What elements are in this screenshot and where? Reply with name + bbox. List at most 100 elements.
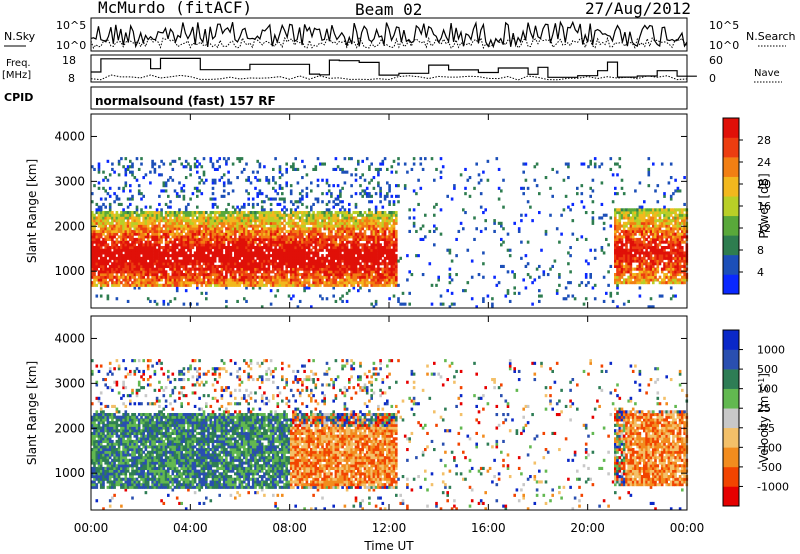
power-echo-cell bbox=[205, 275, 208, 279]
power-echo-cell bbox=[627, 259, 630, 263]
power-echo-cell bbox=[258, 259, 262, 263]
power-echo-cell bbox=[493, 229, 496, 233]
power-echo-cell bbox=[307, 264, 311, 268]
power-echo-cell bbox=[151, 267, 154, 271]
power-echo-cell bbox=[220, 224, 224, 228]
power-echo-cell bbox=[283, 243, 286, 247]
power-echo-cell bbox=[227, 264, 230, 268]
power-echo-cell bbox=[269, 275, 273, 279]
power-echo-cell bbox=[222, 281, 226, 285]
power-echo-cell bbox=[390, 254, 394, 258]
power-echo-cell bbox=[104, 273, 107, 277]
power-echo-cell bbox=[354, 167, 358, 171]
power-echo-cell bbox=[312, 237, 315, 241]
power-echo-cell bbox=[278, 259, 282, 263]
power-echo-cell bbox=[640, 243, 644, 247]
power-echo-cell bbox=[361, 235, 364, 239]
power-echo-cell bbox=[334, 262, 338, 266]
power-echo-cell bbox=[196, 186, 199, 190]
power-echo-cell bbox=[133, 246, 137, 250]
power-echo-cell bbox=[383, 281, 387, 285]
power-echo-cell bbox=[285, 246, 288, 250]
power-echo-cell bbox=[319, 213, 322, 217]
power-echo-cell bbox=[287, 235, 291, 239]
power-echo-cell bbox=[663, 219, 666, 223]
power-echo-cell bbox=[278, 267, 282, 271]
power-echo-cell bbox=[354, 270, 358, 274]
power-echo-cell bbox=[269, 219, 273, 223]
power-echo-cell bbox=[388, 229, 391, 233]
power-echo-cell bbox=[370, 283, 373, 287]
power-echo-cell bbox=[272, 221, 275, 225]
power-echo-cell bbox=[618, 216, 622, 220]
power-echo-cell bbox=[102, 240, 105, 244]
power-echo-cell bbox=[108, 235, 112, 239]
power-echo-cell bbox=[321, 200, 324, 204]
power-echo-cell bbox=[256, 254, 259, 258]
power-echo-cell bbox=[359, 192, 362, 196]
power-echo-cell bbox=[663, 275, 666, 279]
power-echo-cell bbox=[144, 251, 148, 255]
power-echo-cell bbox=[146, 227, 150, 231]
power-echo-cell bbox=[374, 227, 378, 231]
power-echo-cell bbox=[225, 216, 228, 220]
nsky-trace bbox=[90, 20, 688, 49]
power-echo-cell bbox=[625, 232, 628, 236]
power-echo-cell bbox=[321, 259, 324, 263]
power-echo-cell bbox=[327, 219, 331, 223]
power-echo-cell bbox=[383, 256, 387, 260]
power-echo-cell bbox=[395, 262, 398, 266]
power-echo-cell bbox=[631, 267, 635, 271]
power-echo-cell bbox=[640, 267, 644, 271]
power-echo-cell bbox=[627, 267, 630, 271]
power-echo-cell bbox=[240, 216, 244, 220]
power-echo-cell bbox=[227, 229, 230, 233]
power-echo-cell bbox=[196, 254, 199, 258]
power-echo-cell bbox=[229, 213, 233, 217]
power-echo-cell bbox=[274, 262, 277, 266]
power-echo-cell bbox=[294, 167, 297, 171]
power-echo-cell bbox=[238, 262, 242, 266]
power-echo-cell bbox=[377, 246, 380, 250]
power-echo-cell bbox=[184, 224, 188, 228]
power-echo-cell bbox=[327, 232, 331, 236]
power-echo-cell bbox=[263, 165, 266, 169]
power-echo-cell bbox=[327, 259, 331, 263]
power-echo-cell bbox=[243, 246, 246, 250]
power-echo-cell bbox=[289, 259, 293, 263]
power-echo-cell bbox=[332, 256, 335, 260]
power-echo-cell bbox=[412, 221, 416, 225]
power-echo-cell bbox=[634, 254, 637, 258]
power-echo-cell bbox=[292, 256, 295, 260]
power-echo-cell bbox=[314, 248, 318, 252]
power-echo-cell bbox=[120, 246, 123, 250]
power-echo-cell bbox=[357, 232, 360, 236]
power-echo-cell bbox=[236, 213, 239, 217]
power-echo-cell bbox=[654, 259, 657, 263]
power-echo-cell bbox=[102, 270, 105, 274]
power-echo-cell bbox=[113, 262, 116, 266]
power-echo-cell bbox=[243, 262, 246, 266]
power-echo-cell bbox=[614, 251, 617, 255]
power-echo-cell bbox=[395, 237, 398, 241]
power-echo-cell bbox=[117, 221, 121, 225]
power-echo-cell bbox=[198, 264, 201, 268]
power-echo-cell bbox=[213, 264, 217, 268]
power-echo-cell bbox=[278, 278, 282, 282]
power-echo-cell bbox=[220, 221, 224, 225]
power-echo-cell bbox=[153, 170, 157, 174]
power-echo-cell bbox=[162, 248, 166, 252]
power-echo-cell bbox=[392, 159, 396, 163]
power-echo-cell bbox=[198, 251, 201, 255]
power-echo-cell bbox=[129, 227, 132, 231]
power-echo-cell bbox=[301, 264, 304, 268]
power-echo-cell bbox=[151, 246, 154, 250]
power-echo-cell bbox=[660, 221, 664, 225]
power-echo-cell bbox=[285, 243, 288, 247]
power-echo-cell bbox=[616, 262, 619, 266]
power-echo-cell bbox=[182, 248, 186, 252]
power-echo-cell bbox=[392, 264, 396, 268]
power-echo-cell bbox=[645, 251, 648, 255]
power-echo-cell bbox=[622, 192, 626, 196]
